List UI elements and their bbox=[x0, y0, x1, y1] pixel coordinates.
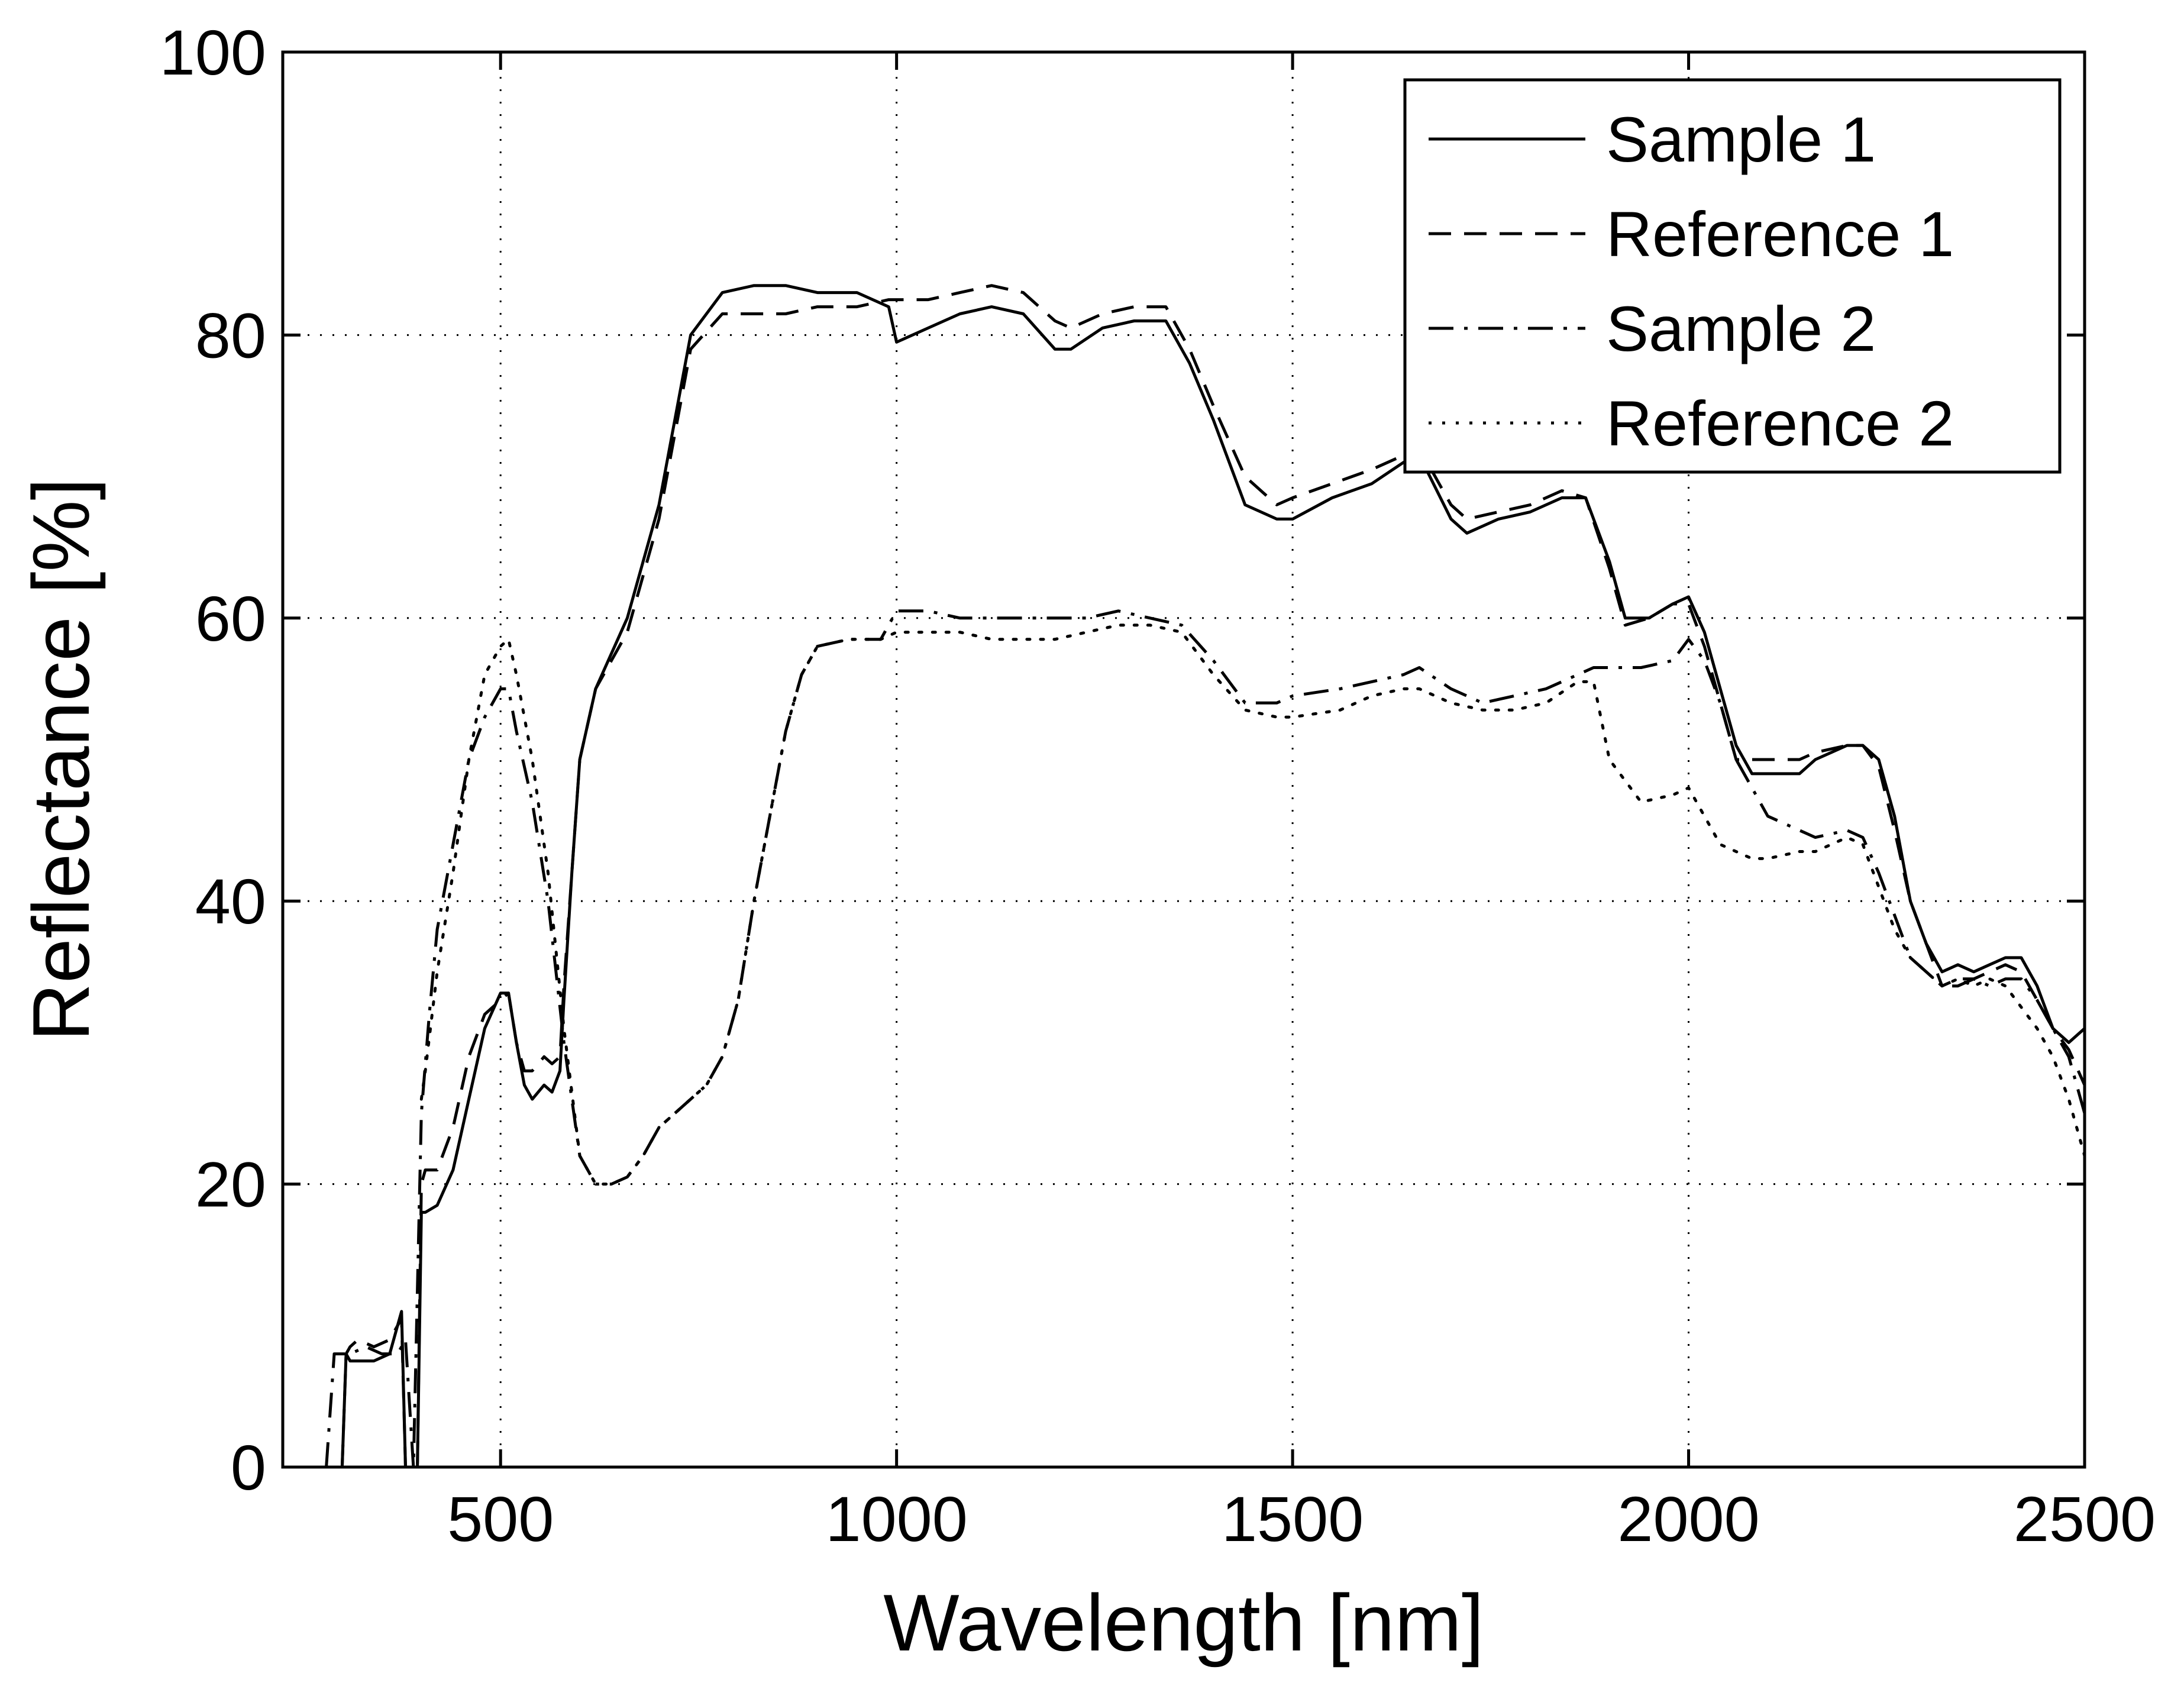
series-lines bbox=[325, 284, 2086, 1469]
axis-ticks bbox=[283, 50, 2086, 1469]
x-tick-label: 2500 bbox=[2014, 1483, 2156, 1555]
tick-labels: 500 1000 1500 2000 2500 0 20 40 60 80 100 bbox=[160, 17, 2156, 1555]
x-tick-label: 500 bbox=[447, 1483, 554, 1555]
plot-frame bbox=[281, 50, 2086, 1469]
legend-label-4: Reference 2 bbox=[1606, 387, 1954, 459]
legend-label-1: Sample 1 bbox=[1606, 104, 1876, 175]
legend-box bbox=[1403, 78, 2062, 474]
y-tick-label: 0 bbox=[231, 1432, 266, 1503]
y-tick-label: 20 bbox=[195, 1149, 266, 1220]
x-tick-label: 1500 bbox=[1222, 1483, 1364, 1555]
y-axis-label: Reflectance [%] bbox=[16, 478, 106, 1041]
series-line-3 bbox=[325, 609, 2086, 1469]
legend-label-2: Reference 1 bbox=[1606, 198, 1954, 270]
legend: Sample 1 Reference 1 Sample 2 Reference 2 bbox=[1403, 78, 2062, 474]
series-line-1 bbox=[340, 284, 2086, 1469]
x-tick-label: 2000 bbox=[1617, 1483, 1759, 1555]
x-axis-label: Wavelength [nm] bbox=[883, 1578, 1484, 1668]
y-tick-label: 100 bbox=[160, 17, 266, 88]
y-tick-label: 60 bbox=[195, 583, 266, 654]
y-tick-label: 40 bbox=[195, 865, 266, 937]
series-line-4 bbox=[419, 624, 2086, 1186]
x-tick-label: 1000 bbox=[826, 1483, 968, 1555]
legend-label-3: Sample 2 bbox=[1606, 293, 1876, 364]
y-tick-label: 80 bbox=[195, 299, 266, 371]
